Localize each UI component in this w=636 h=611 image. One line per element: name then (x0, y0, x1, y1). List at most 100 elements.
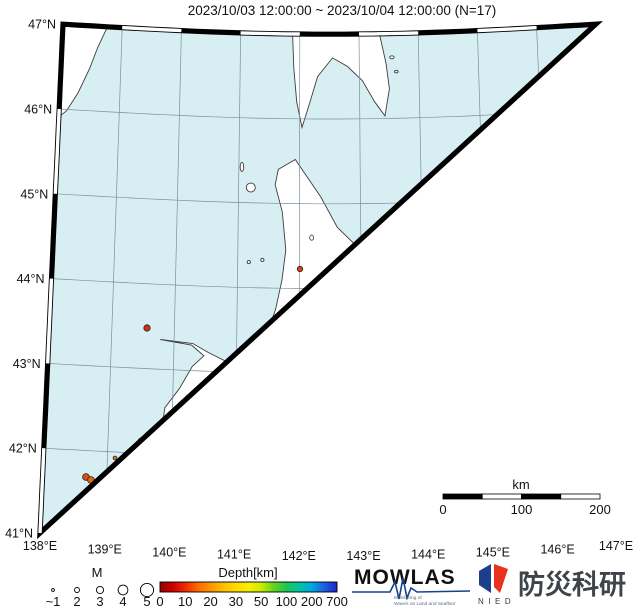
kunashiri-coast (509, 232, 585, 326)
lon-tick-label: 147°E (599, 539, 633, 553)
frame-bottom-segment (363, 540, 429, 545)
mowlas-tagline-1: Monitoring of (394, 595, 422, 601)
frame-top-segment (122, 25, 182, 33)
nied-mark-red-icon (494, 564, 508, 593)
depth-tick-label: 200 (301, 594, 323, 609)
sakhalin-islet (389, 55, 395, 60)
frame-bottom-segment (104, 534, 170, 542)
lat-tick-label: 44°N (17, 272, 45, 286)
earthquake-marker (236, 430, 244, 438)
scalebar-tick-label: 0 (439, 502, 446, 517)
depth-legend-label: Depth[km] (218, 565, 277, 580)
frame-top-segment (358, 31, 419, 36)
frame-right-segment (607, 278, 616, 364)
earthquake-marker (529, 324, 535, 330)
nied-name-japanese: 防災科研 (518, 570, 626, 600)
frame-top-segment (240, 31, 300, 36)
earthquake-marker (356, 449, 362, 455)
earthquake-marker (112, 455, 118, 461)
frame-bottom-segment (234, 540, 299, 545)
lat-tick-label: 46°N (24, 103, 52, 117)
lon-tick-label: 141°E (217, 548, 251, 562)
earthquake-marker (385, 399, 391, 405)
magnitude-tick-label: 2 (73, 594, 80, 609)
magnitude-size-key (51, 582, 155, 598)
lake-mashu (455, 319, 461, 324)
lake-akan (427, 333, 434, 338)
lake-toya-island (223, 404, 227, 407)
lat-tick-label: 45°N (20, 187, 48, 201)
earthquake-marker (310, 469, 316, 475)
depth-tick-label: 20 (203, 594, 217, 609)
magnitude-key-circle (51, 588, 55, 592)
nied-logo: NIED 防災科研 (478, 564, 626, 606)
yagishiri-island (260, 257, 265, 262)
rebun-island (239, 161, 245, 172)
lake-toya (220, 401, 230, 411)
scalebar-segment (442, 493, 483, 500)
mowlas-tagline-2: Waves on Land and Seafloor (394, 601, 456, 607)
teuri-island (246, 260, 251, 265)
map-title: 2023/10/03 12:00:00 ~ 2023/10/04 12:00:0… (188, 3, 497, 18)
magnitude-key-circle (95, 585, 105, 595)
earthquake-marker (438, 403, 448, 413)
frame-bottom-segment (492, 534, 558, 542)
nied-acronym: NIED (478, 597, 515, 606)
magnitude-tick-label: 5 (143, 594, 150, 609)
earthquake-marker (296, 265, 304, 273)
lon-tick-label: 138°E (23, 539, 57, 553)
habomai-islet (537, 329, 542, 334)
lon-tick-label: 144°E (411, 548, 445, 562)
depth-tick-label: 100 (276, 594, 298, 609)
earthquake-marker (261, 487, 269, 495)
mowlas-waveform-icon (352, 577, 471, 601)
mowlas-logo-text: MOWLAS (354, 566, 456, 589)
lon-tick-label: 142°E (282, 549, 316, 563)
magnitude-tick-label: 4 (119, 594, 126, 609)
scale-bar: km 0 100 200 (439, 477, 610, 517)
lake-kussharo (441, 314, 451, 323)
earthquake-marker (293, 341, 297, 345)
lat-tick-label: 42°N (9, 442, 37, 456)
magnitude-tick-label: 3 (96, 594, 103, 609)
lake-shumarinai (309, 234, 315, 241)
scalebar-segment (521, 493, 562, 500)
lon-tick-label: 143°E (346, 549, 380, 563)
lon-tick-label: 145°E (476, 545, 510, 559)
legend: M Depth[km] ~1 2 3 4 5 0 10 20 30 50 100 200 700 (46, 565, 348, 609)
lake-shikotsu (255, 387, 266, 396)
earthquake-marker (416, 339, 420, 343)
legend-tick-labels: ~1 2 3 4 5 0 10 20 30 50 100 200 700 (46, 594, 348, 609)
frame-left-segment (46, 278, 54, 364)
lon-tick-label: 140°E (152, 545, 186, 559)
frame-left-segment (53, 108, 61, 194)
lon-tick-label: 139°E (88, 542, 122, 556)
honshu-shimokita-coast (220, 494, 266, 533)
lat-tick-label: 43°N (13, 357, 41, 371)
depth-tick-label: 700 (326, 594, 348, 609)
habomai-islet (551, 323, 556, 328)
frame-right-segment (616, 448, 624, 534)
magnitude-key-circle (117, 584, 129, 596)
rishiri-island (245, 182, 256, 193)
lat-tick-label: 47°N (28, 18, 56, 32)
magnitude-key-circle (74, 587, 80, 593)
depth-tick-label: 0 (156, 594, 163, 609)
depth-tick-label: 50 (254, 594, 268, 609)
honshu-tsugaru-coast (182, 518, 213, 533)
mowlas-logo: MOWLAS Monitoring of Waves on Land and S… (352, 566, 471, 607)
earthquake-marker (143, 324, 151, 332)
lon-tick-label: 146°E (540, 542, 574, 556)
depth-colorbar (159, 581, 338, 593)
depth-tick-label: 30 (229, 594, 243, 609)
sakhalin-islet (394, 69, 399, 74)
depth-tick-label: 10 (178, 594, 192, 609)
sakhalin-coast (291, 24, 390, 130)
shikotan-island (589, 290, 596, 299)
scalebar-tick-label: 200 (589, 502, 611, 517)
meridian-line (536, 27, 558, 533)
magnitude-legend-label: M (92, 565, 103, 580)
